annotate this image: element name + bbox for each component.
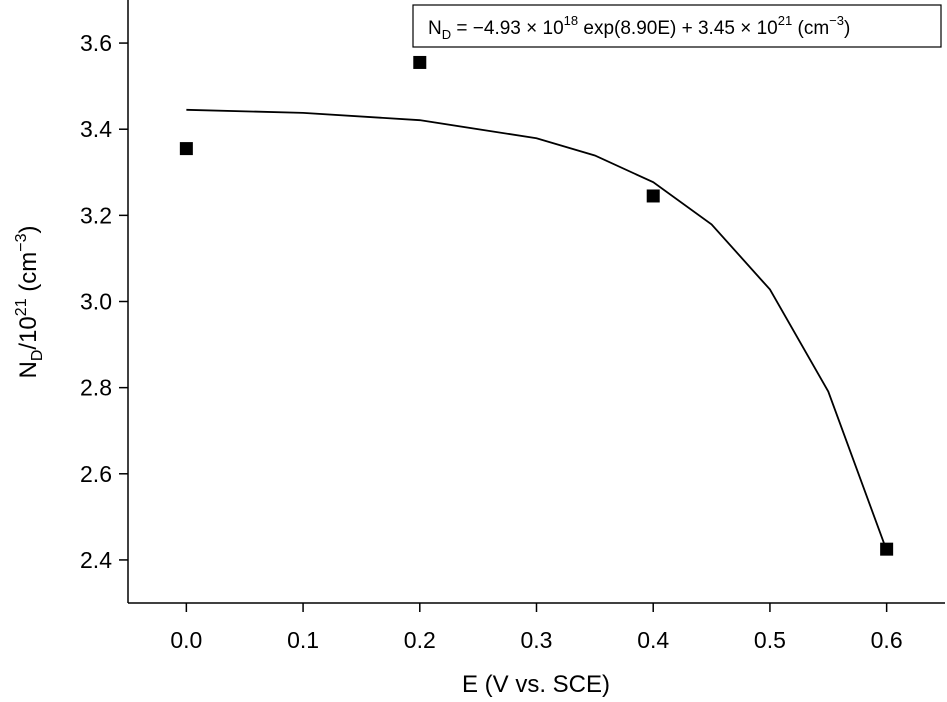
annotation-part: −3 bbox=[829, 13, 844, 28]
annotation-part: exp(8.90E) + 3.45 × 10 bbox=[578, 18, 778, 39]
y-tick-label: 2.6 bbox=[80, 461, 112, 487]
y-label-part: −3 bbox=[13, 233, 30, 251]
x-tick-label: 0.3 bbox=[521, 627, 553, 653]
y-label-part: (cm bbox=[15, 252, 42, 299]
annotation: ND = −4.93 × 1018 exp(8.90E) + 3.45 × 10… bbox=[428, 13, 850, 42]
y-tick-label: 3.2 bbox=[80, 202, 112, 228]
y-tick-label: 3.6 bbox=[80, 30, 112, 56]
annotation-part: ) bbox=[844, 18, 850, 39]
point bbox=[179, 142, 193, 156]
x-tick-label: 0.5 bbox=[754, 627, 786, 653]
y-axis-label: ND/1021 (cm−3) bbox=[13, 226, 46, 379]
y-label-part: 21 bbox=[13, 298, 30, 316]
annotation-part: N bbox=[428, 18, 442, 39]
y-tick-label: 3.4 bbox=[80, 116, 112, 142]
annotation-part: = −4.93 × 10 bbox=[451, 18, 564, 39]
annotation-part: 18 bbox=[564, 13, 578, 28]
y-tick-label: 3.0 bbox=[80, 289, 112, 315]
y-label-part: D bbox=[29, 350, 46, 362]
fit-line bbox=[186, 108, 888, 551]
x-axis-label: E (V vs. SCE) bbox=[462, 671, 610, 698]
x-tick-label: 0.0 bbox=[170, 627, 202, 653]
x-tick-label: 0.2 bbox=[404, 627, 436, 653]
annotation-part: 21 bbox=[778, 13, 792, 28]
x-tick-label: 0.1 bbox=[287, 627, 319, 653]
y-tick-label: 2.4 bbox=[80, 547, 112, 573]
y-label-part: /10 bbox=[15, 316, 42, 349]
point bbox=[413, 55, 427, 69]
annotation-part: (cm bbox=[792, 18, 829, 39]
annotation-box bbox=[412, 4, 942, 48]
y-tick-label: 2.8 bbox=[80, 375, 112, 401]
annotation-part: D bbox=[442, 27, 451, 42]
point bbox=[880, 542, 894, 556]
x-tick-label: 0.6 bbox=[871, 627, 903, 653]
x-tick-label: 0.4 bbox=[637, 627, 669, 653]
y-label-part: ) bbox=[15, 226, 42, 234]
point bbox=[646, 189, 660, 203]
y-label-part: N bbox=[15, 361, 42, 378]
